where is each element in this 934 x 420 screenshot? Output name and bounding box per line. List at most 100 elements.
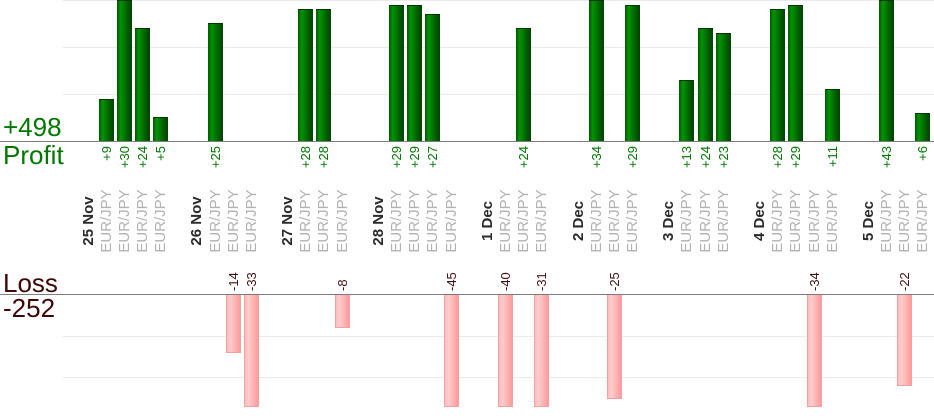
loss-value-label: -34 bbox=[806, 272, 822, 291]
profit-value-label: +27 bbox=[425, 146, 441, 169]
symbol-label: EUR/JPY bbox=[587, 189, 605, 253]
profit-bar bbox=[207, 23, 223, 141]
loss-bar bbox=[534, 295, 550, 407]
profit-value-label: +34 bbox=[588, 146, 604, 169]
profit-value-label: +24 bbox=[516, 146, 532, 169]
symbol-label: EUR/JPY bbox=[914, 189, 932, 253]
profit-bar bbox=[134, 28, 150, 141]
symbol-label: EUR/JPY bbox=[823, 189, 841, 253]
profit-bar bbox=[389, 5, 405, 141]
profit-value-label: +29 bbox=[407, 146, 423, 169]
symbol-label: EUR/JPY bbox=[152, 189, 170, 253]
date-label: 26 Nov bbox=[188, 196, 206, 246]
symbol-label: EUR/JPY bbox=[442, 189, 460, 253]
date-label: 27 Nov bbox=[279, 196, 297, 246]
loss-value-label: -25 bbox=[606, 272, 622, 291]
profit-value-label: +25 bbox=[207, 146, 223, 169]
symbol-label: EUR/JPY bbox=[878, 189, 896, 253]
gridline bbox=[63, 47, 934, 48]
profit-bar bbox=[697, 28, 713, 141]
symbol-label: EUR/JPY bbox=[242, 189, 260, 253]
profit-bar bbox=[153, 117, 169, 141]
date-label: 1 Dec bbox=[478, 200, 496, 242]
profit-value-label: +13 bbox=[679, 146, 695, 169]
profit-value-label: +28 bbox=[770, 146, 786, 169]
symbol-label: EUR/JPY bbox=[769, 189, 787, 253]
symbol-label: EUR/JPY bbox=[406, 189, 424, 253]
profit-axis-line bbox=[0, 141, 934, 142]
loss-bar bbox=[225, 295, 241, 353]
date-label: 25 Nov bbox=[79, 196, 97, 246]
profit-bar bbox=[625, 5, 640, 141]
profit-value-label: +28 bbox=[316, 146, 332, 169]
loss-value-label: -22 bbox=[897, 272, 913, 291]
symbol-label: EUR/JPY bbox=[333, 189, 351, 253]
profit-bar bbox=[588, 0, 604, 141]
date-label: 4 Dec bbox=[751, 200, 769, 242]
loss-total-label: -252 bbox=[3, 293, 56, 323]
symbol-label: EUR/JPY bbox=[805, 189, 823, 253]
loss-value-label: -14 bbox=[225, 272, 241, 291]
symbol-label: EUR/JPY bbox=[896, 189, 914, 253]
symbol-label: EUR/JPY bbox=[133, 189, 151, 253]
symbol-label: EUR/JPY bbox=[605, 189, 623, 253]
loss-value-label: -8 bbox=[334, 279, 350, 291]
date-label: 5 Dec bbox=[859, 200, 877, 242]
profit-value-label: +29 bbox=[788, 146, 804, 169]
symbol-label: EUR/JPY bbox=[696, 189, 714, 253]
symbol-label: EUR/JPY bbox=[388, 189, 406, 253]
profit-value-label: +43 bbox=[879, 146, 895, 169]
symbol-label: EUR/JPY bbox=[678, 189, 696, 253]
profit-bar bbox=[788, 5, 804, 141]
profit-bar bbox=[770, 9, 786, 141]
symbol-label: EUR/JPY bbox=[624, 189, 641, 253]
profit-bar bbox=[824, 89, 840, 141]
loss-bar bbox=[497, 295, 513, 407]
symbol-label: EUR/JPY bbox=[206, 189, 224, 253]
date-label: 28 Nov bbox=[369, 196, 387, 246]
loss-bar bbox=[243, 295, 259, 407]
profit-bar bbox=[425, 14, 441, 141]
symbol-label: EUR/JPY bbox=[224, 189, 242, 253]
profit-value-label: +24 bbox=[134, 146, 150, 169]
loss-value-label: -45 bbox=[443, 272, 459, 291]
symbol-label: EUR/JPY bbox=[297, 189, 315, 253]
symbol-label: EUR/JPY bbox=[533, 189, 551, 253]
symbol-label: EUR/JPY bbox=[515, 189, 533, 253]
loss-bar bbox=[334, 295, 350, 328]
symbol-label: EUR/JPY bbox=[424, 189, 442, 253]
profit-value-label: +5 bbox=[153, 146, 169, 161]
symbol-label: EUR/JPY bbox=[714, 189, 732, 253]
loss-value-label: -33 bbox=[243, 272, 259, 291]
loss-bar bbox=[806, 295, 822, 407]
profit-value-label: +9 bbox=[98, 146, 114, 161]
profit-axis-title: Profit bbox=[3, 140, 64, 170]
symbol-label: EUR/JPY bbox=[115, 189, 133, 253]
loss-value-label: -40 bbox=[497, 272, 513, 291]
symbol-label: EUR/JPY bbox=[97, 189, 115, 253]
profit-value-label: +30 bbox=[116, 146, 132, 169]
profit-bar bbox=[879, 0, 895, 141]
profit-bar bbox=[715, 33, 731, 141]
profit-value-label: +24 bbox=[697, 146, 713, 169]
symbol-label: EUR/JPY bbox=[787, 189, 805, 253]
profit-total-label: +498 bbox=[3, 112, 62, 142]
profit-bar bbox=[915, 113, 931, 141]
profit-bar bbox=[316, 9, 332, 141]
profit-value-label: +29 bbox=[625, 146, 640, 169]
loss-value-label: -31 bbox=[534, 272, 550, 291]
profit-value-label: +28 bbox=[298, 146, 314, 169]
profit-value-label: +29 bbox=[389, 146, 405, 169]
symbol-label: EUR/JPY bbox=[315, 189, 333, 253]
loss-axis-title: Loss bbox=[3, 268, 58, 298]
profit-value-label: +6 bbox=[915, 146, 931, 161]
loss-axis-line bbox=[0, 294, 934, 295]
loss-bar bbox=[897, 295, 913, 386]
profit-value-label: +11 bbox=[824, 146, 840, 168]
profit-bar bbox=[116, 0, 132, 141]
profit-bar bbox=[298, 9, 314, 141]
loss-bar bbox=[606, 295, 622, 399]
profit-bar bbox=[407, 5, 423, 141]
profit-bar bbox=[98, 99, 114, 141]
